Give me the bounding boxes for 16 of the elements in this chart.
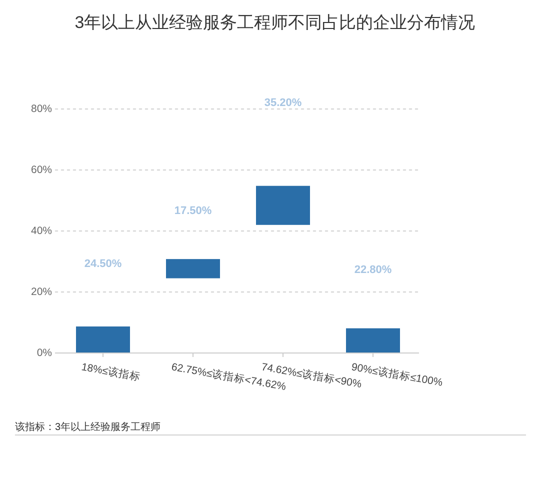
annotation: 24.50% xyxy=(84,258,122,270)
bar xyxy=(166,259,220,278)
bar xyxy=(256,186,310,225)
bar xyxy=(76,326,130,353)
annotation: 17.50% xyxy=(174,204,212,217)
y-tick-label: 40% xyxy=(30,224,52,237)
chart-title: 3年以上从业经验服务工程师不同占比的企业分布情况 xyxy=(74,13,476,32)
y-tick-label: 60% xyxy=(30,164,52,176)
text: 该指标：3年以上经验服务工程师 xyxy=(15,421,161,433)
annotation: 22.80% xyxy=(354,264,392,276)
text: 35.20% xyxy=(264,96,302,109)
x-tick-label: 18%≤该指标 xyxy=(80,360,142,384)
y-tick-label: 20% xyxy=(30,286,52,298)
bar xyxy=(346,328,400,353)
y-tick-label: 0% xyxy=(36,346,52,359)
y-tick-label: 80% xyxy=(30,102,52,115)
